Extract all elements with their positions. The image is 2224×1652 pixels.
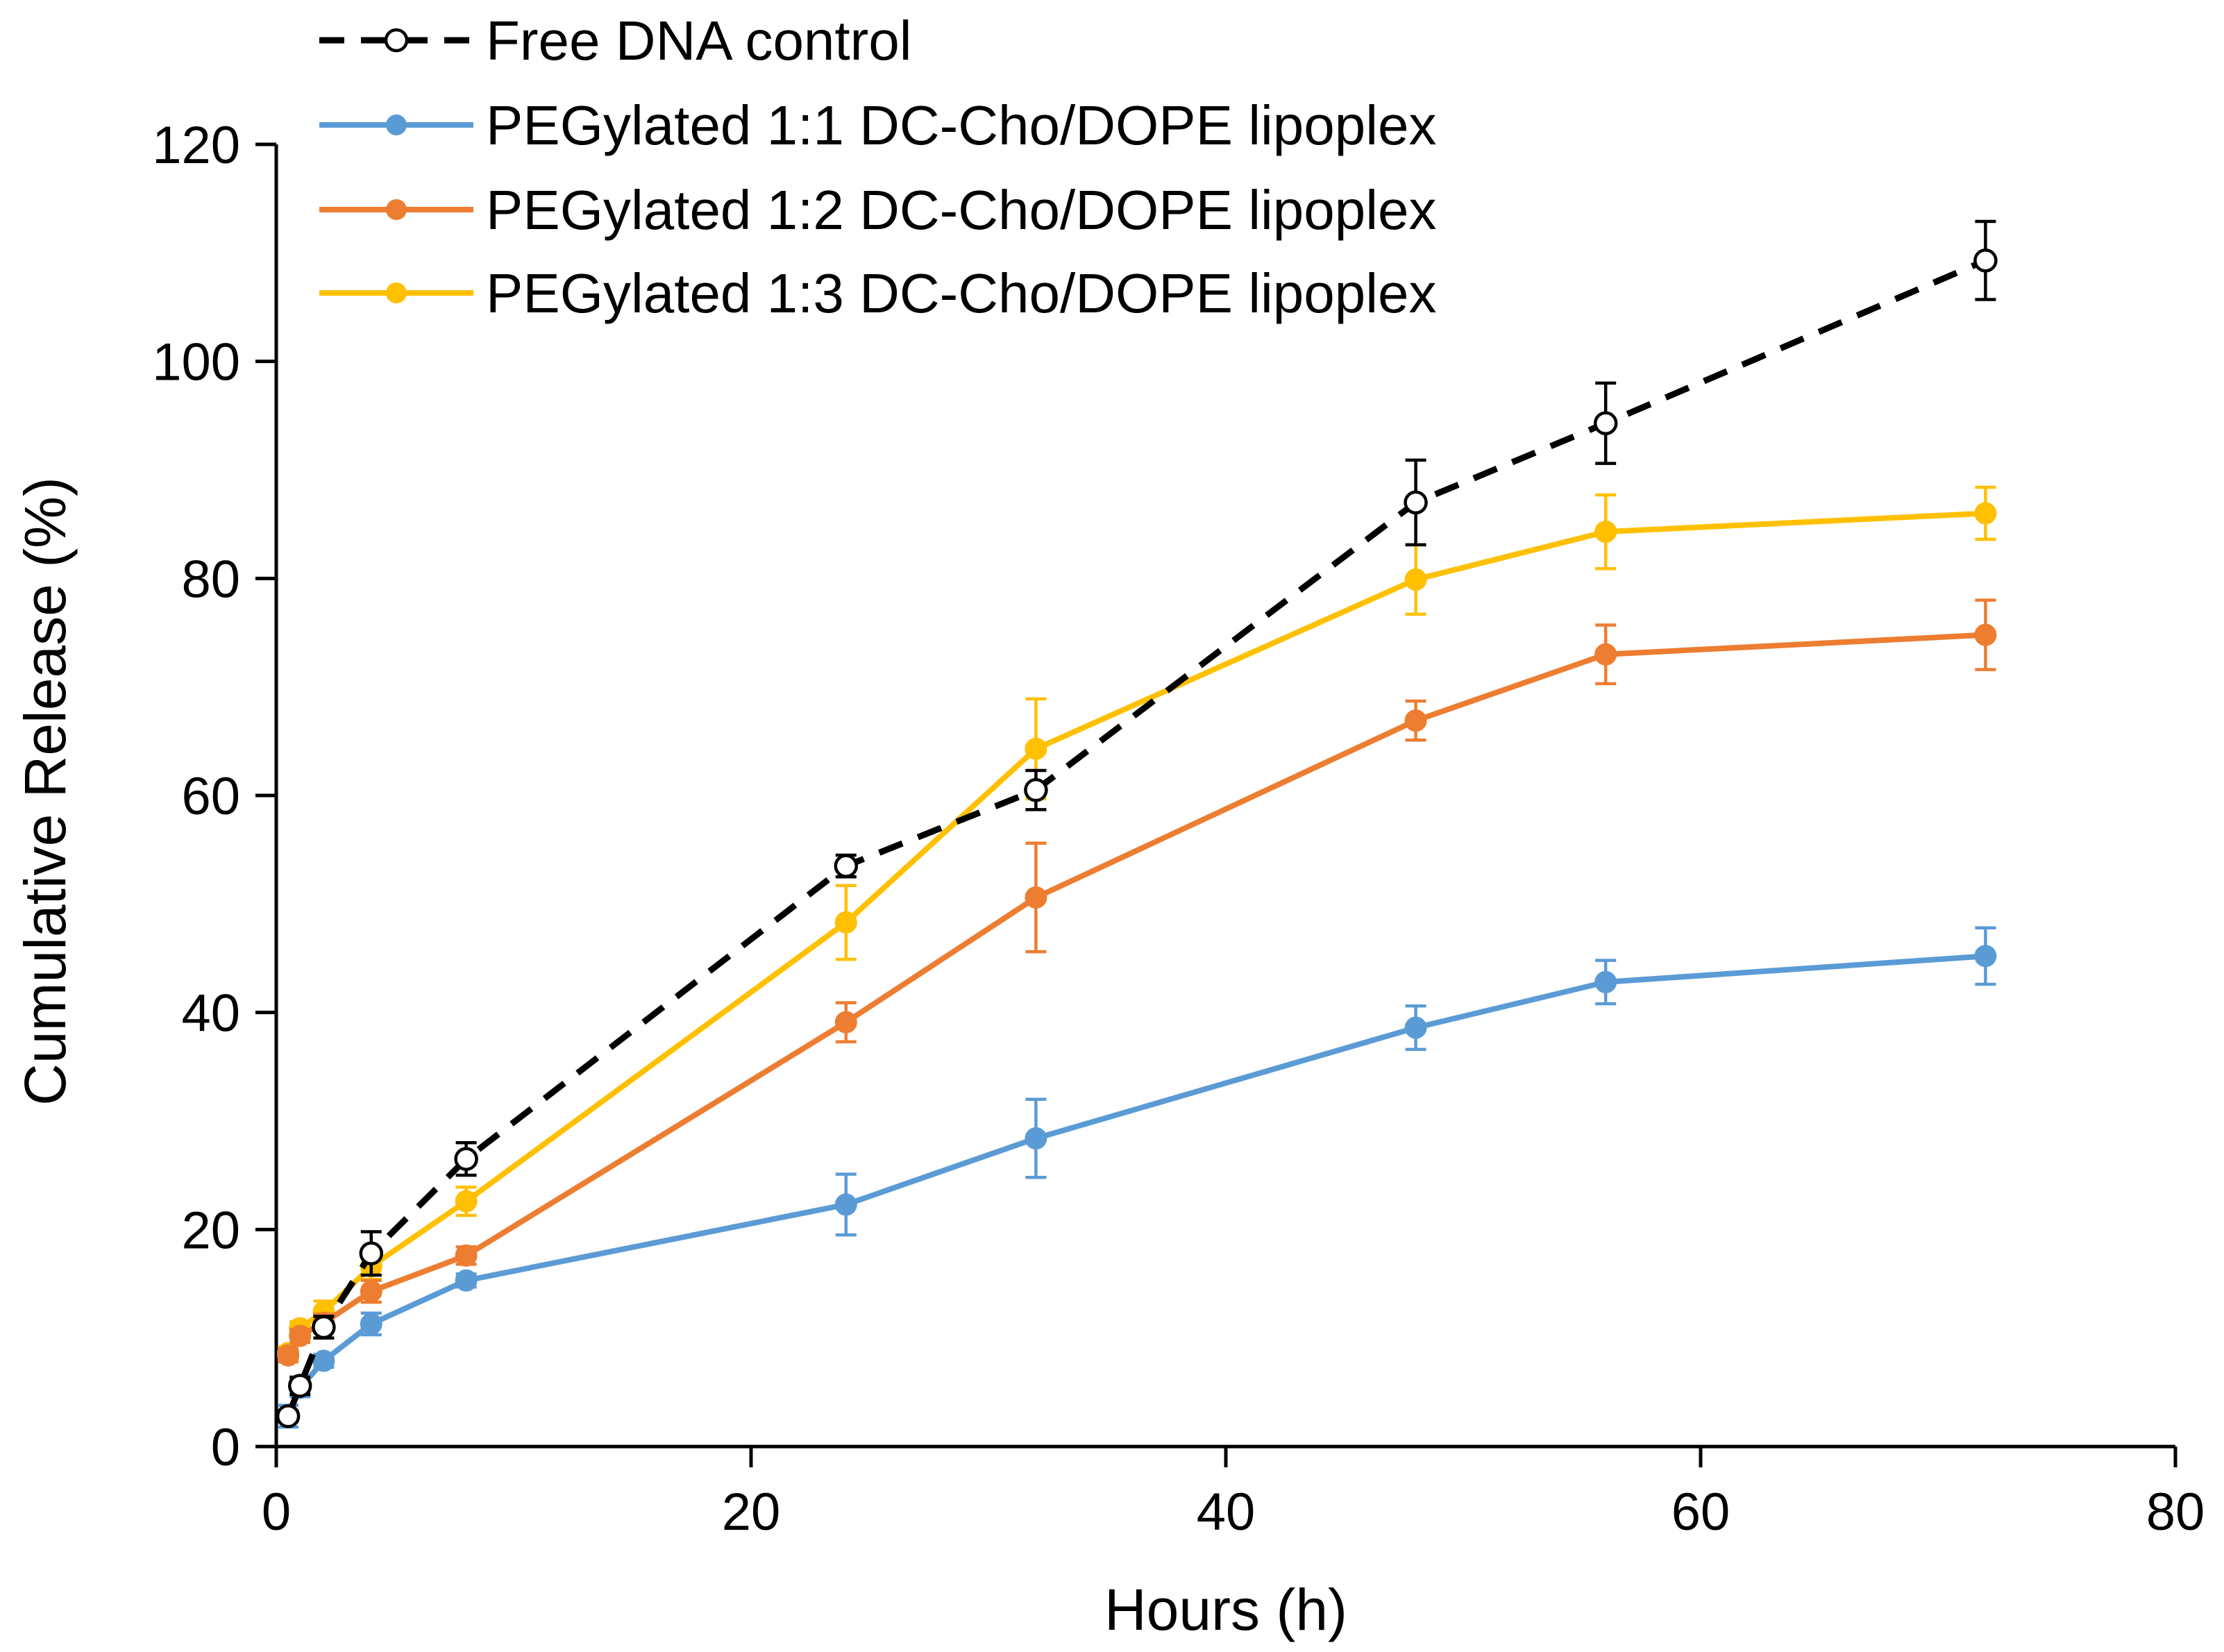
series-1 [277,926,1997,1429]
data-point [455,1244,478,1267]
data-point [1973,248,1998,273]
data-point [1025,1127,1047,1150]
data-point [359,1241,384,1265]
data-point [360,1280,382,1303]
x-tick-label: 20 [722,1483,781,1542]
data-point [1974,502,1997,525]
x-axis-title: Hours (h) [1104,1577,1347,1642]
data-point [289,1324,312,1347]
y-tick-label: 80 [181,550,240,609]
data-point [277,1344,300,1367]
series-line [285,953,1989,1419]
data-point [834,911,857,934]
data-point [287,1374,312,1398]
data-point [1974,623,1997,646]
data-point [276,1404,301,1428]
legend-entry-1: PEGylated 1:1 DC-Cho/DOPE lipoplex [319,94,1437,156]
legend-entry-3: PEGylated 1:3 DC-Cho/DOPE lipoplex [319,262,1437,324]
legend-label: Free DNA control [486,10,912,71]
data-point [1025,886,1047,909]
y-tick-label: 60 [181,767,240,826]
data-point [1593,411,1618,436]
x-tick-label: 60 [1671,1483,1730,1542]
data-point [455,1190,478,1213]
data-point [1974,945,1997,968]
series-line [285,510,1989,1356]
legend-label: PEGylated 1:1 DC-Cho/DOPE lipoplex [486,94,1437,156]
data-point [312,1315,336,1340]
y-tick-label: 120 [152,116,240,175]
legend-swatch-marker [386,199,407,220]
legend-swatch-marker [384,28,409,53]
y-tick-label: 0 [211,1418,240,1477]
data-point [360,1313,382,1335]
data-point [455,1269,478,1292]
series-3 [277,485,1997,1365]
data-point [312,1349,335,1372]
legend-swatch-marker [386,283,407,303]
data-point [1594,521,1617,543]
legend: Free DNA control PEGylated 1:1 DC-Cho/DOP… [319,10,1437,324]
data-point [1404,1016,1427,1039]
y-tick-label: 100 [152,333,240,392]
series-2 [277,598,1997,1367]
data-point [1024,777,1048,802]
data-point [1404,568,1427,591]
y-axis-title: Cumulative Release (%) [12,477,78,1106]
data-point [834,854,859,878]
series-line [285,258,1987,1417]
legend-swatch-marker [386,115,407,135]
legend-entry-0: Free DNA control [319,10,912,71]
legend-label: PEGylated 1:2 DC-Cho/DOPE lipoplex [486,179,1437,241]
data-point [834,1193,857,1216]
x-tick-label: 80 [2146,1483,2205,1542]
x-tick-label: 40 [1197,1483,1256,1542]
legend-entry-2: PEGylated 1:2 DC-Cho/DOPE lipoplex [319,179,1437,241]
y-tick-label: 20 [181,1201,240,1260]
data-point [1404,709,1427,732]
data-point [1025,737,1047,760]
series-layer [276,219,1998,1429]
legend-label: PEGylated 1:3 DC-Cho/DOPE lipoplex [486,262,1437,324]
y-tick-label: 40 [181,984,240,1043]
data-point [1404,490,1428,515]
data-point [1594,970,1617,993]
data-point [834,1011,857,1034]
axes-layer: 0 20 40 60 80 100 120 0 20 40 60 80 [152,116,2205,1542]
data-point [454,1147,478,1171]
series-line [285,632,1989,1358]
x-tick-label: 0 [262,1483,291,1542]
data-point [1594,643,1617,666]
series-0 [276,219,1998,1428]
